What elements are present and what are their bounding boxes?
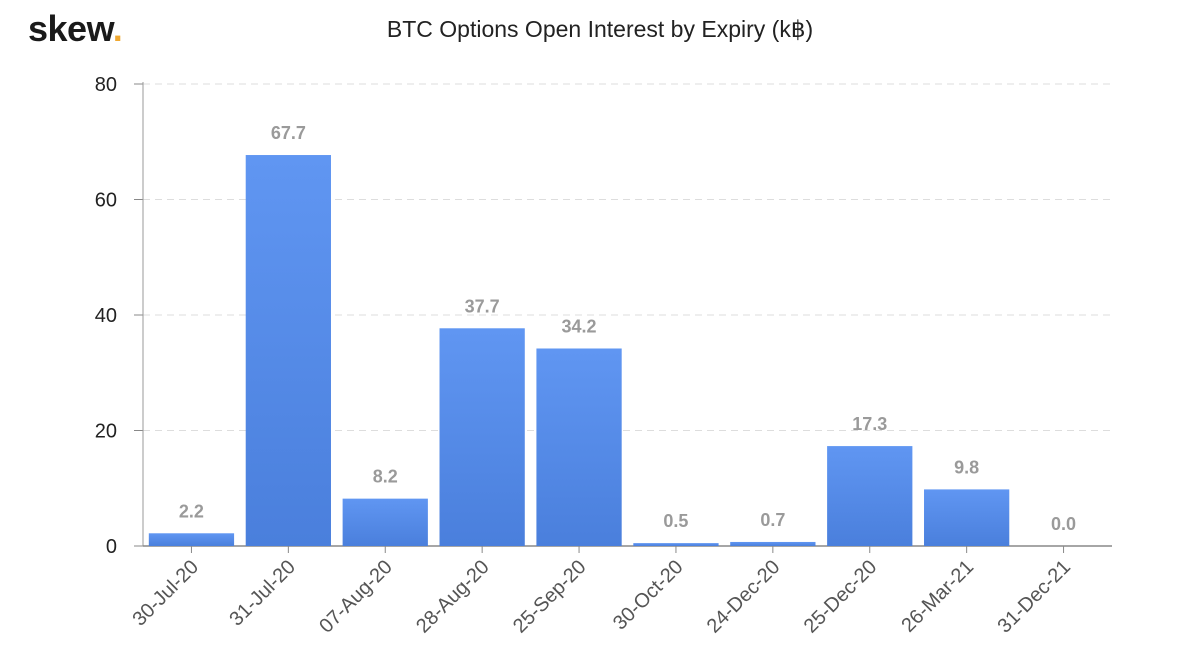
chart-title: BTC Options Open Interest by Expiry (k฿) <box>386 16 814 42</box>
bar-31-Jul-20 <box>245 155 331 546</box>
x-tick-label-28-Aug-20: 28-Aug-20 <box>412 556 494 638</box>
x-tick-label-25-Dec-20: 25-Dec-20 <box>800 556 882 638</box>
data-label-31-Jul-20: 67.7 <box>271 123 306 143</box>
x-tick-labels: 30-Jul-20 31-Jul-20 07-Aug-20 28-Aug-20 25-S… <box>128 556 1075 638</box>
data-label-24-Dec-20: 0.7 <box>760 510 785 530</box>
y-tick-labels: 0 20 40 60 80 <box>95 74 117 558</box>
y-tick-label: 40 <box>95 305 117 327</box>
data-label-30-Oct-20: 0.5 <box>663 511 688 531</box>
y-tick-label: 0 <box>106 536 117 558</box>
bar-26-Mar-21 <box>924 489 1010 546</box>
data-label-26-Mar-21: 9.8 <box>954 457 979 477</box>
y-tick-label: 20 <box>95 421 117 443</box>
bar-07-Aug-20 <box>342 498 428 546</box>
bar-25-Sep-20 <box>536 348 622 546</box>
data-label-25-Sep-20: 34.2 <box>562 316 597 336</box>
x-tick-label-30-Oct-20: 30-Oct-20 <box>609 556 687 634</box>
bar-28-Aug-20 <box>439 328 525 546</box>
bars <box>148 155 1010 546</box>
bar-30-Jul-20 <box>148 533 235 546</box>
x-tick-label-31-Jul-20: 31-Jul-20 <box>225 556 300 631</box>
bar-25-Dec-20 <box>827 446 913 546</box>
x-tick-label-24-Dec-20: 24-Dec-20 <box>703 556 785 638</box>
data-label-25-Dec-20: 17.3 <box>852 414 887 434</box>
bar-30-Oct-20 <box>633 543 719 546</box>
x-tick-label-25-Sep-20: 25-Sep-20 <box>509 556 591 638</box>
x-tick-label-30-Jul-20: 30-Jul-20 <box>128 556 203 631</box>
x-tick-label-07-Aug-20: 07-Aug-20 <box>315 556 397 638</box>
data-label-28-Aug-20: 37.7 <box>465 296 500 316</box>
bar-24-Dec-20 <box>730 541 816 546</box>
skew-logo: skew. <box>28 8 123 49</box>
y-tick-label: 80 <box>95 74 117 96</box>
data-label-31-Dec-21: 0.0 <box>1051 514 1076 534</box>
data-label-30-Jul-20: 2.2 <box>179 501 204 521</box>
y-tick-label: 60 <box>95 190 117 212</box>
data-label-07-Aug-20: 8.2 <box>373 467 398 487</box>
x-tick-label-31-Dec-21: 31-Dec-21 <box>993 556 1075 638</box>
data-labels: 2.2 67.7 8.2 37.7 34.2 0.5 0.7 17.3 9.8 0.0 <box>179 123 1076 534</box>
x-tick-label-26-Mar-21: 26-Mar-21 <box>897 556 978 637</box>
